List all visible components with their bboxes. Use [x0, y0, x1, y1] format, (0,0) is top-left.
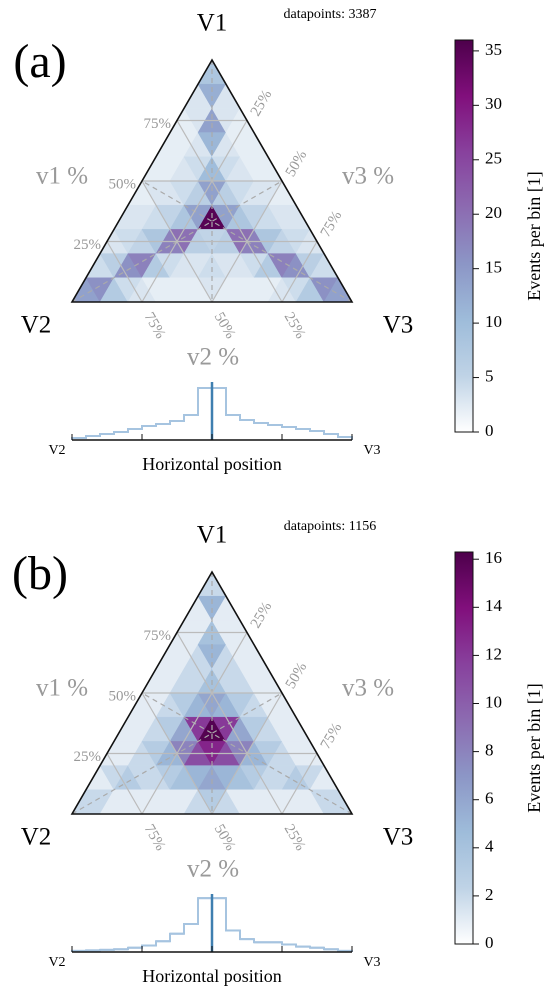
- colorbar-tick-label: 0: [485, 933, 494, 952]
- grid-line: [141, 120, 248, 303]
- tick-label: 25%: [74, 237, 102, 253]
- triangle-frame: [70, 58, 354, 303]
- colorbar: [454, 39, 474, 433]
- triangle-frame: [70, 570, 354, 815]
- tick-label: 50%: [211, 822, 239, 854]
- grid-line: [176, 632, 283, 815]
- vertex-label: V3: [383, 312, 414, 339]
- axis-label: v1 %: [36, 163, 88, 190]
- colorbar-label: Events per bin [1]: [524, 171, 544, 300]
- tick-label: 25%: [248, 599, 276, 631]
- histogram-end-label: V2: [48, 955, 65, 970]
- grid-line: [211, 692, 283, 815]
- tick-label: 50%: [283, 660, 311, 692]
- panel: 25%50%75%25%50%75%25%50%75%(a)datapoints…: [13, 7, 544, 474]
- colorbar-tick-label: 25: [485, 149, 502, 168]
- colorbar-tick-label: 30: [485, 94, 502, 113]
- colorbar-label: Events per bin [1]: [524, 683, 544, 812]
- axis-label: v2 %: [187, 856, 239, 883]
- colorbar-tick-label: 8: [485, 741, 494, 760]
- vertex-label: V2: [21, 312, 52, 339]
- colorbar-tick-label: 10: [485, 692, 502, 711]
- annotation: datapoints: 1156: [284, 519, 376, 534]
- grid-line: [211, 180, 283, 303]
- colorbar-tick-label: 35: [485, 40, 502, 59]
- grid-line: [176, 120, 283, 303]
- tick-label: 50%: [283, 148, 311, 180]
- grid-line: [281, 753, 318, 815]
- colorbar-tick-label: 4: [485, 837, 494, 856]
- tick-label: 50%: [109, 176, 137, 192]
- tick-label: 75%: [144, 116, 172, 132]
- colorbar-tick-label: 0: [485, 421, 494, 440]
- tick-label: 25%: [281, 822, 309, 854]
- panel-label: (b): [12, 547, 68, 600]
- axis-label: v2 %: [187, 344, 239, 371]
- grid-line: [141, 632, 248, 815]
- vertex-label: V1: [197, 522, 228, 549]
- colorbar-tick-label: 10: [485, 312, 502, 331]
- tick-label: 75%: [318, 208, 346, 240]
- tick-label: 25%: [74, 749, 102, 765]
- panel: 25%50%75%25%50%75%25%50%75%(b)datapoints…: [12, 519, 544, 986]
- grid-line: [281, 241, 318, 303]
- tick-label: 50%: [211, 310, 239, 342]
- tick-label: 75%: [144, 628, 172, 644]
- annotation: datapoints: 3387: [284, 7, 377, 22]
- colorbar-tick-label: 5: [485, 366, 494, 385]
- colorbar-tick-label: 16: [485, 548, 502, 567]
- histogram-end-label: V3: [363, 443, 380, 458]
- colorbar-tick-label: 14: [485, 596, 503, 615]
- tick-label: 75%: [141, 310, 169, 342]
- histogram-end-label: V3: [363, 955, 380, 970]
- axis-label: v1 %: [36, 675, 88, 702]
- vertex-label: V3: [383, 824, 414, 851]
- tick-label: 75%: [318, 720, 346, 752]
- grid-line: [106, 753, 143, 815]
- axis-label: v3 %: [342, 163, 394, 190]
- colorbar-tick-label: 2: [485, 885, 494, 904]
- colorbar-tick-label: 20: [485, 203, 502, 222]
- tick-label: 25%: [248, 87, 276, 119]
- panel-label: (a): [13, 35, 66, 88]
- vertex-label: V1: [197, 10, 228, 37]
- vertex-label: V2: [21, 824, 52, 851]
- histogram-label: Horizontal position: [142, 966, 281, 986]
- tick-label: 75%: [141, 822, 169, 854]
- grid-line: [106, 241, 143, 303]
- colorbar: [454, 551, 474, 945]
- tick-label: 50%: [109, 688, 137, 704]
- histogram-label: Horizontal position: [142, 454, 281, 474]
- colorbar-tick-label: 12: [485, 644, 502, 663]
- tick-label: 25%: [281, 310, 309, 342]
- axis-label: v3 %: [342, 675, 394, 702]
- colorbar-tick-label: 6: [485, 789, 494, 808]
- histogram-end-label: V2: [48, 443, 65, 458]
- colorbar-tick-label: 15: [485, 258, 502, 277]
